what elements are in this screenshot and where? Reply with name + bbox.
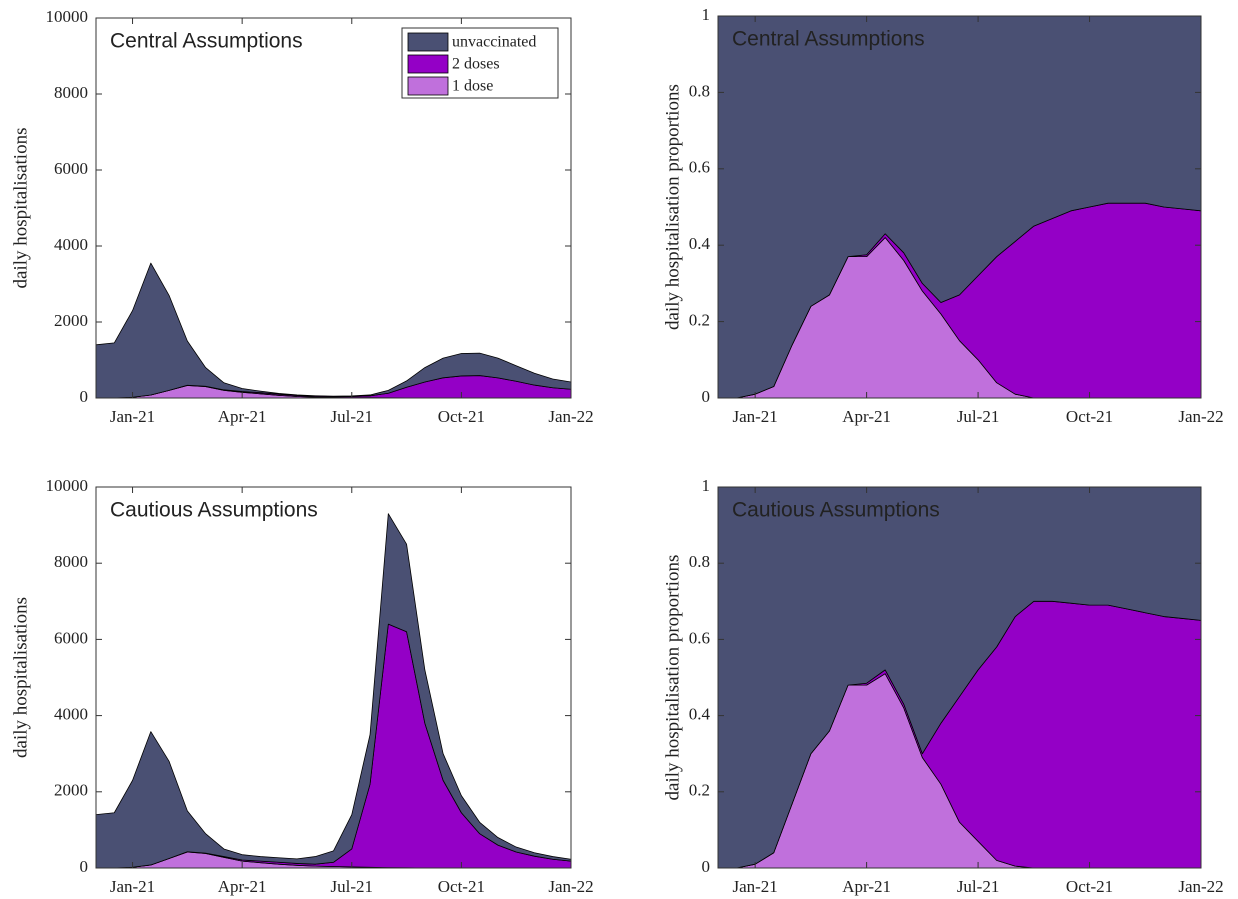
x-tick-label: Apr-21 xyxy=(842,407,891,426)
y-tick-label: 0.8 xyxy=(689,81,710,100)
y-tick-label: 0.4 xyxy=(689,234,711,253)
y-tick-label: 1 xyxy=(702,5,711,24)
y-tick-label: 2000 xyxy=(54,781,88,800)
x-tick-label: Jan-21 xyxy=(110,877,155,896)
x-tick-label: Jan-22 xyxy=(1178,877,1223,896)
axes-frame xyxy=(95,486,572,869)
legend-swatch xyxy=(407,54,449,74)
y-tick-label: 0.4 xyxy=(689,705,711,724)
y-axis-label: daily hospitalisations xyxy=(10,597,31,758)
legend-label: 2 doses xyxy=(452,56,500,73)
y-tick-label: 0 xyxy=(80,857,89,876)
y-tick-label: 4000 xyxy=(54,705,88,724)
axes-frame xyxy=(95,17,572,399)
y-tick-label: 0.6 xyxy=(689,628,710,647)
x-tick-label: Jul-21 xyxy=(331,407,374,426)
y-tick-label: 0 xyxy=(702,387,711,406)
x-tick-label: Jan-22 xyxy=(1178,407,1223,426)
y-tick-label: 10000 xyxy=(46,476,89,495)
axes-frame xyxy=(717,486,1202,869)
x-tick-label: Oct-21 xyxy=(1066,407,1113,426)
x-tick-label: Apr-21 xyxy=(218,877,267,896)
annotation: Central Assumptions xyxy=(110,30,303,53)
x-tick-label: Apr-21 xyxy=(218,407,267,426)
y-tick-label: 10000 xyxy=(46,7,89,26)
y-tick-label: 0 xyxy=(702,857,711,876)
x-tick-label: Apr-21 xyxy=(842,877,891,896)
x-tick-label: Jan-22 xyxy=(548,407,593,426)
annotation: Cautious Assumptions xyxy=(732,499,940,522)
y-tick-label: 1 xyxy=(702,476,711,495)
y-tick-label: 0.6 xyxy=(689,158,710,177)
y-tick-label: 6000 xyxy=(54,628,88,647)
x-tick-label: Jan-21 xyxy=(110,407,155,426)
y-axis-label: daily hospitalisation proportions xyxy=(662,555,683,801)
x-tick-label: Jan-21 xyxy=(732,877,777,896)
y-axis-label: daily hospitalisations xyxy=(10,128,31,289)
x-tick-label: Jan-22 xyxy=(548,877,593,896)
x-tick-label: Oct-21 xyxy=(438,877,485,896)
annotation: Cautious Assumptions xyxy=(110,499,318,522)
y-tick-label: 0.2 xyxy=(689,781,710,800)
x-tick-label: Oct-21 xyxy=(1066,877,1113,896)
y-tick-label: 8000 xyxy=(54,83,88,102)
x-tick-label: Jul-21 xyxy=(957,407,1000,426)
y-tick-label: 0 xyxy=(80,387,89,406)
annotation: Central Assumptions xyxy=(732,28,925,51)
x-tick-label: Oct-21 xyxy=(438,407,485,426)
y-tick-label: 0.2 xyxy=(689,311,710,330)
y-tick-label: 2000 xyxy=(54,311,88,330)
x-tick-label: Jul-21 xyxy=(331,877,374,896)
y-tick-label: 8000 xyxy=(54,552,88,571)
y-tick-label: 0.8 xyxy=(689,552,710,571)
y-tick-label: 6000 xyxy=(54,159,88,178)
x-tick-label: Jan-21 xyxy=(732,407,777,426)
axes-frame xyxy=(717,15,1202,399)
legend-label: unvaccinated xyxy=(452,34,536,51)
legend-swatch xyxy=(407,32,449,52)
y-tick-label: 4000 xyxy=(54,235,88,254)
x-tick-label: Jul-21 xyxy=(957,877,1000,896)
legend-label: 1 dose xyxy=(452,78,493,95)
legend-swatch xyxy=(407,76,449,96)
y-axis-label: daily hospitalisation proportions xyxy=(662,84,683,330)
